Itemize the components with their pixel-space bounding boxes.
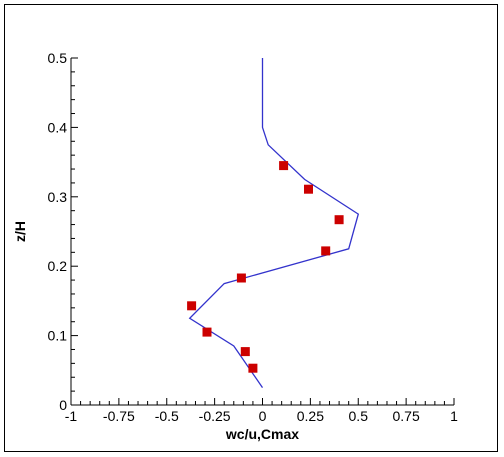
x-tick-label: -1 — [65, 408, 78, 424]
x-tick-label: -0.75 — [103, 408, 135, 424]
data-point — [321, 246, 331, 256]
x-tick-label: 0 — [259, 408, 267, 424]
data-point — [202, 327, 212, 337]
y-tick-label: 0.3 — [48, 189, 68, 205]
data-point — [187, 301, 197, 311]
x-tick-label: 0.5 — [349, 408, 369, 424]
figure-frame — [4, 4, 498, 452]
data-point — [240, 347, 250, 357]
series-line — [188, 58, 360, 388]
data-point — [248, 363, 258, 373]
x-tick-label: -0.5 — [155, 408, 179, 424]
data-point — [304, 184, 313, 194]
data-point — [334, 215, 344, 225]
ticks: -1 -0.75 -0.5 -0.25 0 0.25 0.5 0.75 1 0 0.1 0.2 0.3 0… — [48, 50, 459, 424]
x-tick-label: -0.25 — [199, 408, 231, 424]
series-layer — [187, 58, 360, 388]
y-tick-label: 0 — [59, 397, 67, 413]
x-tick-label: 0.25 — [297, 408, 324, 424]
data-point — [236, 273, 246, 283]
y-axis-title: z/H — [12, 221, 28, 242]
x-tick-label: 0.75 — [393, 408, 420, 424]
y-tick-label: 0.2 — [48, 258, 68, 274]
y-tick-label: 0.5 — [48, 50, 68, 66]
x-tick-label: 1 — [450, 408, 458, 424]
data-point — [279, 161, 289, 171]
y-tick-label: 0.4 — [48, 119, 68, 135]
y-tick-label: 0.1 — [48, 328, 68, 344]
x-axis-title: wc/u,Cmax — [225, 426, 299, 442]
